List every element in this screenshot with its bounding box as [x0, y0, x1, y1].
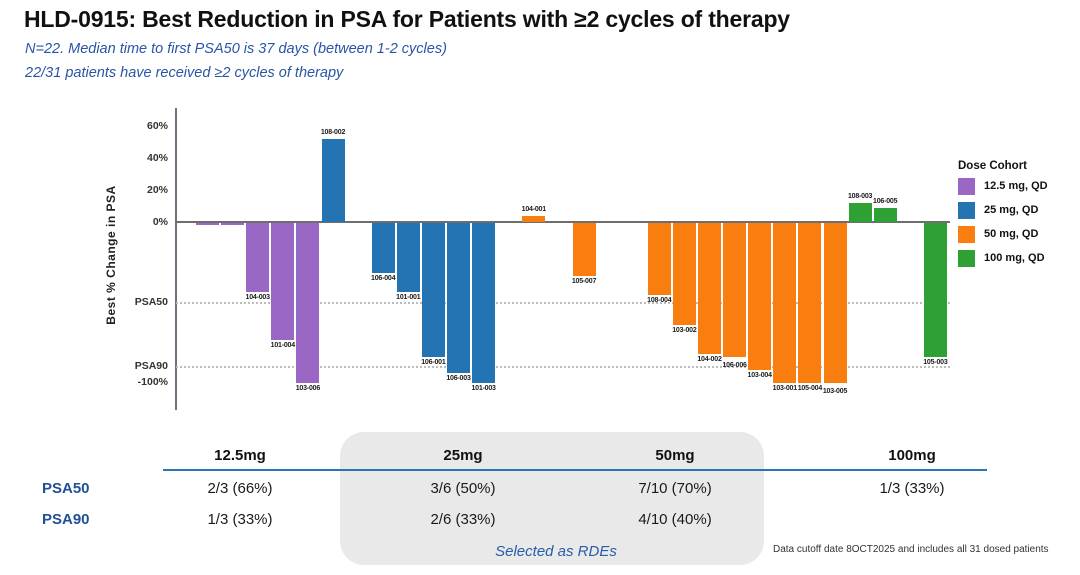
refline-psa50 — [176, 302, 950, 304]
legend-title: Dose Cohort — [958, 160, 1027, 172]
patient-label-104-003: 104-003 — [245, 293, 270, 301]
legend-item-25: 25 mg, QD — [958, 202, 1078, 219]
patient-bar-108-002 — [321, 138, 345, 222]
header-underline — [163, 469, 987, 471]
patient-label-108-004: 108-004 — [647, 297, 672, 304]
table-cell-psa90-12.5mg: 1/3 (33%) — [207, 511, 273, 528]
y-tick-PSA90: PSA90 — [134, 359, 168, 372]
legend-swatch-12.5 — [958, 178, 975, 195]
patient-bar-104-001 — [522, 215, 546, 222]
patient-label-105-007: 105-007 — [571, 277, 597, 285]
legend-swatch-25 — [958, 202, 975, 219]
patient-label-105-004: 105-004 — [797, 385, 823, 392]
patient-label-106-005: 106-005 — [873, 197, 898, 205]
patient-label-101-001: 101-001 — [396, 293, 421, 301]
summary-table: 12.5mg 25mg 50mg 100mg PSA50 2/3 (66%) 3/6 (50… — [0, 430, 1080, 575]
patient-label-103-002: 103-002 — [672, 327, 697, 335]
patient-label-103-001: 103-001 — [772, 385, 797, 392]
patient-label-106-004: 106-004 — [371, 274, 396, 282]
patient-label-105-003: 105-003 — [923, 359, 948, 367]
legend-swatch-100 — [958, 250, 975, 267]
patient-label-108-002: 108-002 — [320, 128, 346, 136]
patient-bar-108-004 — [647, 223, 671, 295]
y-tick--100pct: -100% — [137, 375, 168, 388]
table-cell-psa90-50mg: 4/10 (40%) — [638, 511, 712, 528]
legend-item-100: 100 mg, QD — [958, 250, 1078, 267]
patient-label-108-003: 108-003 — [847, 192, 873, 200]
rde-highlight-box — [340, 432, 764, 565]
near-zero-trace — [221, 222, 245, 225]
table-header-50mg: 50mg — [655, 447, 695, 464]
table-header-25mg: 25mg — [443, 447, 483, 464]
patient-bar-106-004 — [371, 223, 395, 273]
legend-label: 25 mg, QD — [984, 204, 1039, 216]
legend-swatch-50 — [958, 226, 975, 243]
patient-bar-105-004 — [798, 223, 822, 383]
table-cell-psa90-25mg: 2/6 (33%) — [430, 511, 496, 528]
patient-bar-106-006 — [723, 223, 747, 358]
table-header-12.5mg: 12.5mg — [214, 447, 266, 464]
near-zero-trace — [196, 222, 219, 225]
patient-bar-103-005 — [823, 223, 847, 383]
patient-bar-104-002 — [698, 223, 721, 355]
subtitle-line-2: 22/31 patients have received ≥2 cycles o… — [25, 65, 344, 81]
patient-bar-105-007 — [572, 223, 596, 276]
patient-label-104-001: 104-001 — [521, 205, 546, 213]
y-tick-PSA50: PSA50 — [134, 295, 168, 308]
patient-label-103-004: 103-004 — [747, 372, 772, 380]
zero-baseline — [175, 221, 950, 223]
legend-item-12.5: 12.5 mg, QD — [958, 178, 1078, 195]
waterfall-chart: Best % Change in PSA Dose Cohort 12.5 mg… — [0, 105, 1080, 420]
patient-bar-106-001 — [421, 223, 445, 358]
legend: Dose Cohort 12.5 mg, QD 25 mg, QD 50 mg, Q… — [958, 160, 1078, 274]
y-tick-40pct: 40% — [146, 151, 168, 164]
row-label-psa90: PSA90 — [42, 511, 90, 528]
page-title: HLD-0915: Best Reduction in PSA for Pati… — [24, 6, 790, 32]
legend-label: 12.5 mg, QD — [984, 180, 1048, 192]
data-cutoff-footnote: Data cutoff date 8OCT2025 and includes a… — [773, 544, 1049, 555]
patient-label-104-002: 104-002 — [697, 356, 722, 364]
patient-bar-104-003 — [246, 223, 270, 292]
legend-label: 100 mg, QD — [984, 252, 1045, 264]
patient-label-106-006: 106-006 — [722, 362, 747, 370]
refline-psa90 — [176, 366, 950, 368]
patient-label-106-001: 106-001 — [421, 359, 446, 367]
patient-bar-106-005 — [873, 207, 897, 222]
patient-label-103-005: 103-005 — [822, 388, 848, 395]
table-cell-psa50-25mg: 3/6 (50%) — [430, 480, 496, 497]
subtitle-line-1: N=22. Median time to first PSA50 is 37 d… — [25, 41, 447, 57]
table-header-100mg: 100mg — [888, 447, 936, 464]
y-tick-20pct: 20% — [146, 183, 168, 196]
patient-bar-105-003 — [923, 223, 947, 358]
patient-label-103-006: 103-006 — [295, 385, 321, 392]
patient-label-101-003: 101-003 — [471, 385, 496, 392]
patient-bar-101-003 — [472, 223, 496, 383]
y-tick-60pct: 60% — [146, 119, 168, 132]
patient-bar-106-003 — [447, 223, 470, 374]
table-cell-psa50-100mg: 1/3 (33%) — [879, 480, 945, 497]
patient-bar-103-001 — [773, 223, 797, 383]
table-cell-psa50-12.5mg: 2/3 (66%) — [207, 480, 273, 497]
table-cell-psa50-50mg: 7/10 (70%) — [638, 480, 712, 497]
patient-bar-103-002 — [672, 223, 696, 326]
legend-item-50: 50 mg, QD — [958, 226, 1078, 243]
patient-bar-101-004 — [271, 223, 295, 340]
patient-label-106-003: 106-003 — [446, 375, 471, 383]
patient-bar-108-003 — [848, 202, 872, 222]
y-axis-line — [175, 108, 177, 410]
patient-bar-103-004 — [748, 223, 772, 371]
rde-note: Selected as RDEs — [495, 543, 617, 560]
row-label-psa50: PSA50 — [42, 480, 90, 497]
patient-label-101-004: 101-004 — [270, 341, 295, 349]
patient-bar-103-006 — [296, 223, 320, 383]
legend-label: 50 mg, QD — [984, 228, 1039, 240]
patient-bar-101-001 — [396, 223, 420, 292]
y-tick-0pct: 0% — [152, 215, 168, 228]
